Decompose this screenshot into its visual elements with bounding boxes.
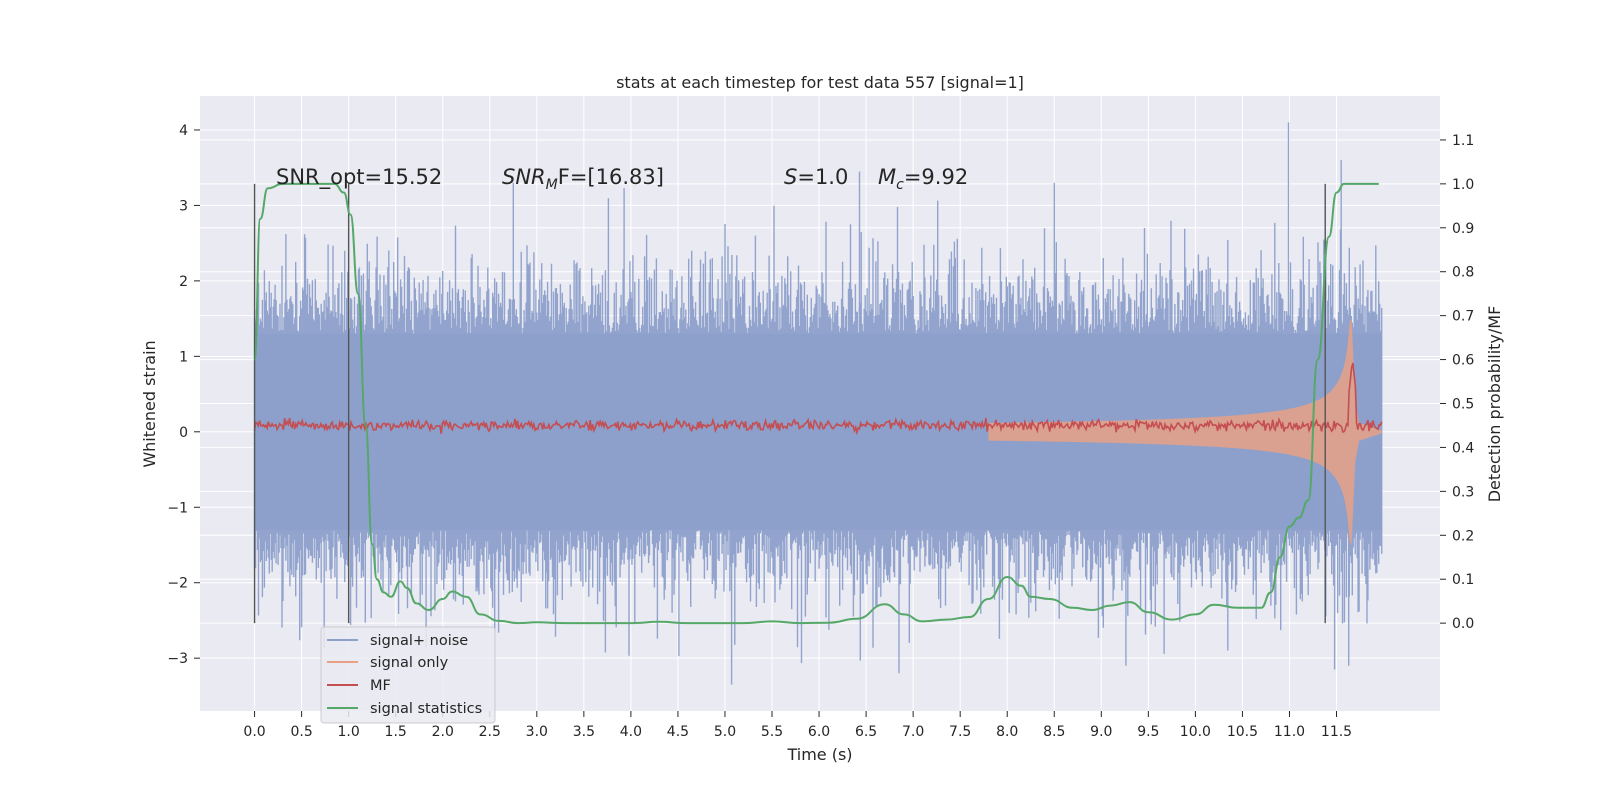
signal-statistics-trace bbox=[253, 182, 1379, 625]
series-signal-only bbox=[988, 318, 1382, 545]
right-y-tick-label: 0.0 bbox=[1452, 616, 1474, 632]
left-y-tick-label: −2 bbox=[167, 576, 188, 592]
annotation-s-symbol: S bbox=[784, 165, 797, 189]
x-axis-label: Time (s) bbox=[786, 745, 852, 764]
x-tick-label: 10.5 bbox=[1227, 724, 1258, 740]
x-tick-label: 6.5 bbox=[855, 724, 877, 740]
left-y-tick-label: 0 bbox=[179, 425, 188, 441]
x-tick-label: 3.5 bbox=[573, 724, 595, 740]
x-tick-label: 8.0 bbox=[996, 724, 1018, 740]
legend-label-signal-statistics: signal statistics bbox=[370, 701, 482, 717]
right-y-tick-label: 0.4 bbox=[1452, 440, 1474, 456]
x-tick-label: 11.0 bbox=[1274, 724, 1305, 740]
legend-label-mf: MF bbox=[370, 678, 391, 694]
right-y-tick-label: 1.1 bbox=[1452, 133, 1474, 149]
left-y-tick-label: −1 bbox=[167, 500, 188, 516]
x-tick-label: 9.0 bbox=[1090, 724, 1112, 740]
right-y-tick-label: 1.0 bbox=[1452, 177, 1474, 193]
x-tick-label: 6.0 bbox=[808, 724, 830, 740]
x-tick-label: 5.0 bbox=[714, 724, 736, 740]
x-tick-label: 1.0 bbox=[338, 724, 360, 740]
legend: signal+ noise signal only MF signal stat… bbox=[320, 626, 496, 724]
left-y-tick-label: 3 bbox=[179, 198, 188, 214]
annotation-mc-symbol: M bbox=[878, 165, 896, 189]
x-tick-label: 7.0 bbox=[902, 724, 924, 740]
x-tick-label: 3.0 bbox=[526, 724, 548, 740]
x-tick-label: 0.5 bbox=[290, 724, 312, 740]
x-tick-label: 4.0 bbox=[620, 724, 642, 740]
x-tick-label: 2.5 bbox=[479, 724, 501, 740]
annotation-mc: Mc=9.92 bbox=[878, 165, 968, 193]
annotation-snr-opt: SNR_opt=15.52 bbox=[276, 165, 442, 190]
right-y-ticks: 0.0 0.1 0.2 0.3 0.4 0.5 0.6 0.7 0.8 0.9 1.0 1.1 bbox=[1440, 133, 1474, 632]
x-tick-label: 0.0 bbox=[243, 724, 265, 740]
x-tick-label: 5.5 bbox=[761, 724, 783, 740]
x-tick-label: 11.5 bbox=[1321, 724, 1352, 740]
annotation-snr-mf-subscript: M bbox=[546, 177, 558, 193]
chart-title: stats at each timestep for test data 557… bbox=[616, 73, 1024, 92]
left-y-tick-label: −3 bbox=[167, 651, 188, 667]
right-y-tick-label: 0.1 bbox=[1452, 572, 1474, 588]
right-y-tick-label: 0.8 bbox=[1452, 265, 1474, 281]
annotation-mc-subscript: c bbox=[896, 177, 904, 193]
annotation-s: S=1.0 bbox=[784, 165, 848, 189]
x-tick-label: 2.0 bbox=[432, 724, 454, 740]
series-mf bbox=[253, 362, 1383, 436]
annotation-s-value: =1.0 bbox=[797, 165, 848, 189]
right-y-tick-label: 0.5 bbox=[1452, 397, 1474, 413]
x-tick-label: 4.5 bbox=[667, 724, 689, 740]
left-y-ticks: −3 −2 −1 0 1 2 3 4 bbox=[167, 123, 200, 667]
right-y-tick-label: 0.3 bbox=[1452, 484, 1474, 500]
left-y-tick-label: 4 bbox=[179, 123, 188, 139]
left-y-tick-label: 2 bbox=[179, 274, 188, 290]
right-y-axis-label: Detection probability/MF bbox=[1485, 306, 1504, 503]
x-tick-label: 1.5 bbox=[385, 724, 407, 740]
x-tick-label: 10.0 bbox=[1180, 724, 1211, 740]
right-y-tick-label: 0.7 bbox=[1452, 309, 1474, 325]
mf-trace bbox=[253, 362, 1383, 436]
series-signal-statistics bbox=[253, 182, 1379, 625]
legend-label-signal-plus-noise: signal+ noise bbox=[370, 633, 468, 649]
legend-box bbox=[320, 626, 496, 724]
annotation-mc-value: =9.92 bbox=[904, 165, 968, 189]
annotation-snr-mf-value: F=[16.83] bbox=[558, 165, 664, 189]
signal-chirp-envelope bbox=[988, 318, 1382, 545]
x-ticks: 0.0 0.5 1.0 1.5 2.0 2.5 3.0 3.5 4.0 4.5 5.0 5.5 6.0 6… bbox=[243, 711, 1352, 740]
left-y-axis-label: Whitened strain bbox=[140, 340, 159, 467]
right-y-tick-label: 0.6 bbox=[1452, 353, 1474, 369]
left-y-tick-label: 1 bbox=[179, 349, 188, 365]
annotation-snr-mf-symbol: SNR bbox=[502, 165, 546, 189]
annotation-snr-mf: SNRMF=[16.83] bbox=[502, 165, 664, 193]
x-tick-label: 8.5 bbox=[1043, 724, 1065, 740]
x-tick-label: 9.5 bbox=[1137, 724, 1159, 740]
legend-label-signal-only: signal only bbox=[370, 655, 449, 671]
right-y-tick-label: 0.2 bbox=[1452, 528, 1474, 544]
x-tick-label: 7.5 bbox=[949, 724, 971, 740]
right-y-tick-label: 0.9 bbox=[1452, 221, 1474, 237]
